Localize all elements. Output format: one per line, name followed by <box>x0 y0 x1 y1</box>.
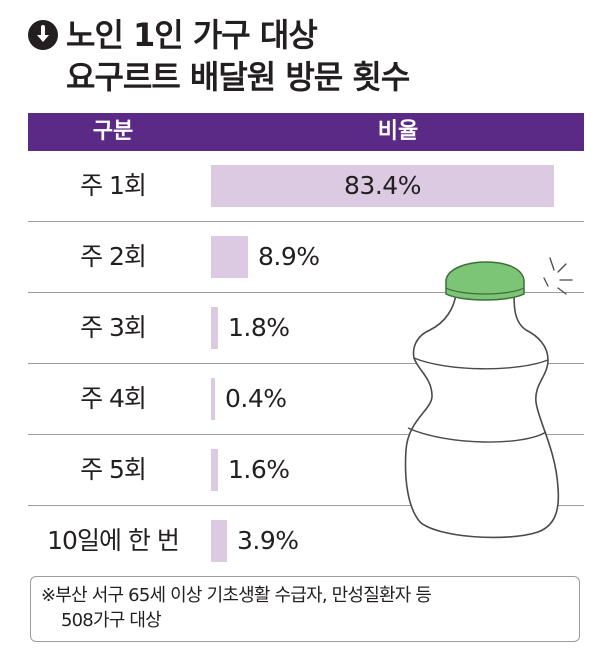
down-arrow-circle-icon <box>28 20 58 50</box>
table-row: 주 2회 8.9% <box>28 222 584 293</box>
title-line-1: 노인 1인 가구 대상 <box>28 14 409 56</box>
value-label: 1.8% <box>228 313 290 342</box>
value-label: 8.9% <box>258 242 320 271</box>
bar <box>211 378 215 420</box>
table-row: 주 3회 1.8% <box>28 293 584 364</box>
footnote-line-1: ※부산 서구 65세 이상 기초생활 수급자, 만성질환자 등 <box>41 585 432 606</box>
header-category: 구분 <box>92 119 134 144</box>
table-row: 주 1회 83.4% <box>28 151 584 222</box>
value-label: 3.9% <box>237 526 299 555</box>
footnote-box: ※부산 서구 65세 이상 기초생활 수급자, 만성질환자 등 508가구 대상 <box>30 576 580 642</box>
bar <box>211 165 554 207</box>
chart-title: 노인 1인 가구 대상 요구르트 배달원 방문 횟수 <box>28 14 410 98</box>
footnote-line-2: 508가구 대상 <box>61 610 162 631</box>
category-label: 주 5회 <box>80 455 147 484</box>
table-row: 주 5회 1.6% <box>28 435 584 506</box>
bar <box>211 307 218 349</box>
table-row: 10일에 한 번 3.9% <box>28 506 584 576</box>
title-text-1: 노인 1인 가구 대상 <box>66 16 318 54</box>
category-label: 10일에 한 번 <box>47 526 180 555</box>
table-header: 구분 비율 <box>28 113 584 151</box>
bar <box>211 236 248 278</box>
category-label: 주 4회 <box>80 384 147 413</box>
table-row: 주 4회 0.4% <box>28 364 584 435</box>
category-label: 주 1회 <box>80 171 147 200</box>
bar <box>211 520 227 562</box>
chart-rows: 주 1회 83.4% 주 2회 8.9% 주 3회 1.8% 주 4회 0.4% 주 5회 1.6… <box>28 151 584 576</box>
value-label: 1.6% <box>228 455 290 484</box>
value-label: 0.4% <box>225 384 287 413</box>
value-label: 83.4% <box>344 171 421 200</box>
bar <box>211 449 218 491</box>
category-label: 주 3회 <box>80 313 147 342</box>
header-ratio: 비율 <box>377 119 419 144</box>
title-line-2: 요구르트 배달원 방문 횟수 <box>66 58 410 96</box>
category-label: 주 2회 <box>80 242 147 271</box>
yogurt-bottle-illustration <box>404 257 573 539</box>
